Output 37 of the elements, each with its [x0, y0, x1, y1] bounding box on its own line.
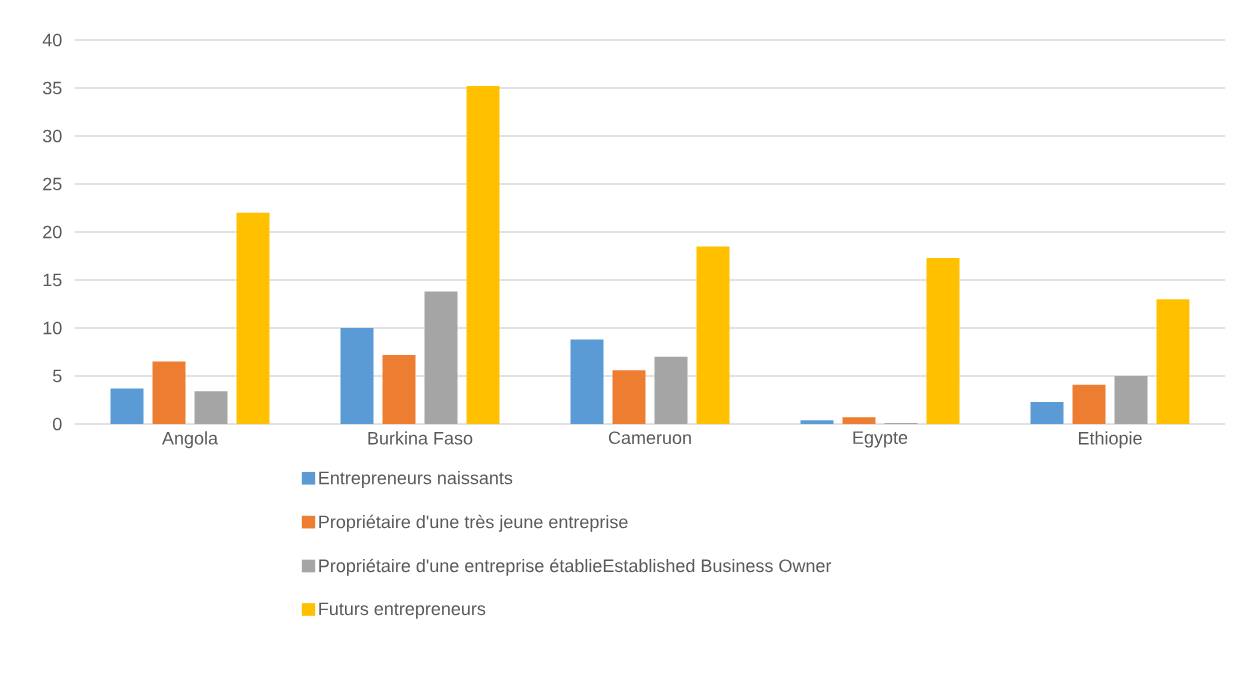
y-tick-label: 25 [43, 177, 62, 191]
bar [236, 212, 270, 424]
bar [340, 328, 374, 424]
bar [1156, 299, 1190, 424]
bar [926, 257, 960, 424]
bar [612, 370, 646, 424]
bar [800, 420, 834, 424]
y-tick-label: 10 [43, 321, 62, 335]
legend-label: Propriétaire d'une entreprise établieEstablished Business Owner [319, 558, 832, 576]
bar [424, 291, 458, 424]
x-tick-label: Cameruon [608, 431, 691, 445]
bar [152, 361, 186, 424]
bar [382, 354, 416, 424]
x-tick-label: Burkina Faso [368, 431, 473, 445]
y-tick-label: 5 [52, 369, 62, 383]
y-tick-label: 40 [42, 33, 62, 47]
bar [1114, 376, 1148, 424]
bar [842, 417, 876, 424]
x-tick-label: Angola [162, 431, 219, 449]
legend-label: Propriétaire d'une très jeune entreprise [319, 514, 628, 532]
legend-label: Futurs entrepreneurs [319, 602, 486, 619]
bar [466, 86, 500, 424]
bar [1072, 384, 1106, 424]
y-tick-label: 30 [42, 129, 62, 143]
bar [696, 246, 730, 424]
bar [194, 391, 228, 424]
x-tick-label: Ethiopie [1078, 431, 1142, 449]
y-tick-label: 0 [52, 417, 62, 431]
bar [1030, 401, 1064, 424]
y-tick-label: 20 [43, 225, 62, 239]
bar [570, 339, 604, 424]
y-tick-label: 15 [43, 273, 62, 287]
bar [110, 388, 144, 424]
legend-label: Entrepreneurs naissants [319, 471, 513, 488]
x-tick-label: Egypte [853, 431, 908, 448]
bar [654, 356, 688, 424]
y-tick-label: 35 [42, 81, 62, 95]
